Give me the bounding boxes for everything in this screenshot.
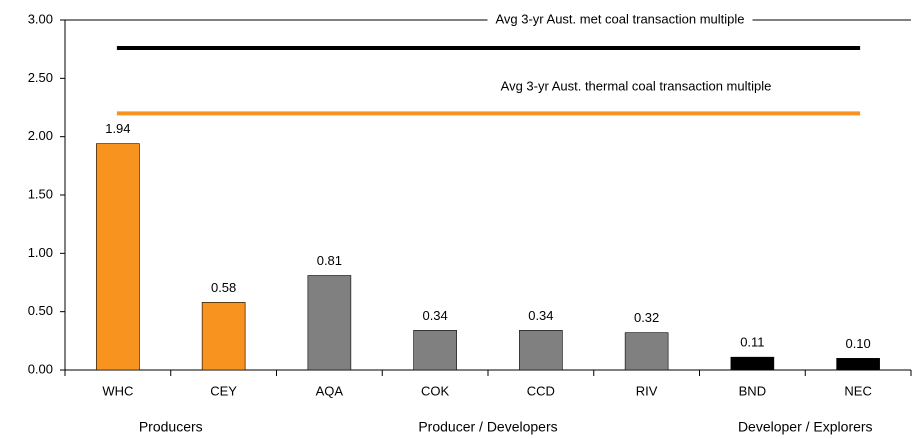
bar <box>624 332 669 371</box>
value-label: 0.32 <box>634 310 659 325</box>
label-background <box>487 11 753 27</box>
y-tick-label: 2.00 <box>28 128 53 143</box>
bar <box>836 358 880 371</box>
value-label: 0.11 <box>740 335 764 350</box>
y-tick-label: 0.00 <box>28 361 53 376</box>
value-label: 0.58 <box>211 280 236 295</box>
reference-label: Avg 3-yr Aust. thermal coal transaction … <box>501 78 772 93</box>
bar <box>96 143 140 371</box>
x-tick-label: WHC <box>102 383 133 398</box>
bar <box>519 330 563 371</box>
value-label: 0.10 <box>845 336 870 351</box>
y-tick-label: 2.50 <box>28 70 53 85</box>
x-tick-label: CEY <box>210 383 237 398</box>
y-tick-label: 3.00 <box>28 11 53 26</box>
y-tick-label: 1.50 <box>28 186 53 201</box>
value-label: 0.34 <box>422 308 447 323</box>
value-label: 0.34 <box>528 308 553 323</box>
x-tick-label: BND <box>739 383 766 398</box>
y-tick-label: 0.50 <box>28 303 53 318</box>
group-label: Producers <box>139 419 203 435</box>
x-tick-label: RIV <box>636 383 658 398</box>
bar <box>307 275 352 371</box>
reference-label: Avg 3-yr Aust. met coal transaction mult… <box>495 11 744 26</box>
x-tick-label: COK <box>421 383 450 398</box>
x-tick-label: AQA <box>316 383 344 398</box>
group-label: Developer / Explorers <box>738 419 873 435</box>
bar <box>730 356 775 371</box>
bar <box>413 330 457 371</box>
value-label: 1.94 <box>105 121 130 136</box>
y-tick-label: 1.00 <box>28 245 53 260</box>
value-label: 0.81 <box>317 253 342 268</box>
label-background <box>492 78 780 94</box>
x-tick-label: CCD <box>527 383 555 398</box>
bar <box>201 302 246 371</box>
x-tick-label: NEC <box>844 383 871 398</box>
group-label: Producer / Developers <box>418 419 557 435</box>
